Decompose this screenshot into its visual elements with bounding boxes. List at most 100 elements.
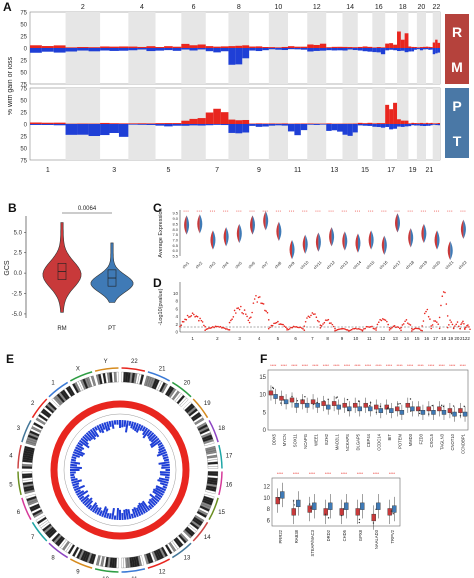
- loss-bar: [397, 48, 401, 52]
- pvalue-point: [255, 294, 257, 297]
- gain-bar: [397, 31, 401, 48]
- pvalue-point: [441, 295, 444, 298]
- x-tick-label: 19: [448, 336, 454, 341]
- gain-bar: [220, 112, 229, 124]
- pvalue-point: [266, 311, 269, 314]
- loss-tick: [125, 508, 129, 520]
- box: [389, 408, 394, 413]
- loss-tick: [76, 490, 85, 496]
- chrom-label: 19: [204, 401, 211, 407]
- loss-bar: [65, 48, 78, 52]
- outlier: [450, 412, 453, 415]
- chrom-label: 8: [51, 555, 55, 561]
- loss-bar: [337, 124, 343, 132]
- pvalue-point: [274, 322, 277, 324]
- loss-tick: [155, 485, 167, 492]
- loss-tick: [83, 497, 93, 507]
- half-violin-pt: [318, 232, 321, 252]
- significance-stars: ****: [293, 471, 300, 476]
- box: [331, 401, 337, 406]
- chrom-label: 6: [17, 510, 21, 516]
- pvalue-point: [303, 325, 306, 327]
- outlier: [277, 497, 280, 499]
- half-violin-pt: [265, 211, 269, 231]
- pvalue-point: [444, 291, 446, 294]
- pvalue-point: [353, 327, 356, 330]
- pvalue-point: [468, 326, 470, 328]
- chrom-outline: [171, 542, 192, 559]
- box: [312, 502, 317, 510]
- outlier: [442, 405, 445, 408]
- half-violin-pt: [331, 227, 335, 247]
- loss-bar: [352, 48, 358, 51]
- x-tick-label: 17: [433, 336, 439, 341]
- loss-bar: [146, 48, 156, 52]
- chrom-outline: [147, 371, 171, 382]
- significance-stars: ****: [365, 363, 372, 368]
- loss-bar: [287, 124, 295, 132]
- pvalue-point: [324, 319, 327, 321]
- y-tick-label: 9.0: [172, 216, 178, 221]
- pvalue-point: [422, 320, 425, 322]
- outlier: [459, 415, 462, 417]
- box: [339, 508, 344, 516]
- half-violin-rm: [197, 214, 200, 234]
- pvalue-point: [328, 322, 331, 324]
- x-tick-label: 13: [393, 336, 399, 341]
- pvalue-point: [237, 307, 240, 309]
- loss-bar: [428, 124, 431, 126]
- pvalue-point: [228, 321, 231, 324]
- outlier: [463, 405, 465, 408]
- pvalue-point: [334, 330, 336, 332]
- outlier: [387, 407, 389, 409]
- pvalue-point: [469, 328, 471, 331]
- gain-bar: [404, 33, 409, 48]
- loss-bar: [380, 48, 386, 55]
- pvalue-point: [236, 307, 238, 310]
- loss-tick: [157, 441, 163, 447]
- pvalue-point: [204, 325, 206, 328]
- panel-f-boxplots: 15 10 5 0 **** DDX5 **** MYCN **** SOX11 **** NCAPG…: [259, 363, 469, 557]
- gain-bar: [128, 46, 138, 48]
- pvalue-point: [406, 322, 409, 324]
- chrom-outline: [21, 497, 32, 521]
- loss-bar: [118, 124, 129, 137]
- y-axis-label: -Log10(pvalue): [158, 288, 164, 325]
- outlier: [293, 504, 295, 506]
- pvalue-point: [375, 327, 377, 329]
- loss-bar: [357, 124, 363, 126]
- outlier: [358, 521, 361, 524]
- loss-tick: [74, 489, 81, 494]
- pvalue-point: [332, 325, 335, 328]
- loss-bar: [400, 48, 405, 51]
- x-tick-label: 12: [380, 336, 386, 341]
- box: [447, 408, 453, 413]
- pvalue-point: [358, 328, 361, 330]
- loss-bar: [137, 124, 147, 125]
- pvalue-point: [323, 321, 326, 324]
- half-violin-pt: [384, 235, 387, 255]
- pvalue-point: [217, 325, 219, 328]
- significance-stars: ****: [312, 363, 319, 368]
- pvalue-label: 0.0064: [78, 206, 97, 212]
- loss-bar: [262, 48, 269, 51]
- loss-tick: [161, 463, 170, 467]
- pvalue-point: [261, 302, 264, 305]
- loss-tick: [150, 435, 158, 443]
- pvalue-point: [230, 319, 232, 322]
- pvalue-point: [314, 313, 316, 315]
- pvalue-point: [449, 319, 451, 321]
- outlier: [312, 403, 315, 405]
- gain-bar: [432, 42, 436, 48]
- gene-label: MYCN: [282, 434, 287, 446]
- gain-bar: [400, 120, 405, 124]
- chrom-label: 16: [226, 482, 233, 488]
- loss-bar: [255, 48, 263, 52]
- panel-a-cnv-plot: 7550250255075755025025507512345678910111…: [8, 4, 440, 174]
- gain-bar: [281, 46, 288, 48]
- pvalue-point: [257, 296, 260, 299]
- loss-tick: [70, 466, 82, 470]
- pvalue-point: [363, 328, 365, 330]
- loss-tick: [152, 490, 163, 499]
- box: [307, 505, 312, 513]
